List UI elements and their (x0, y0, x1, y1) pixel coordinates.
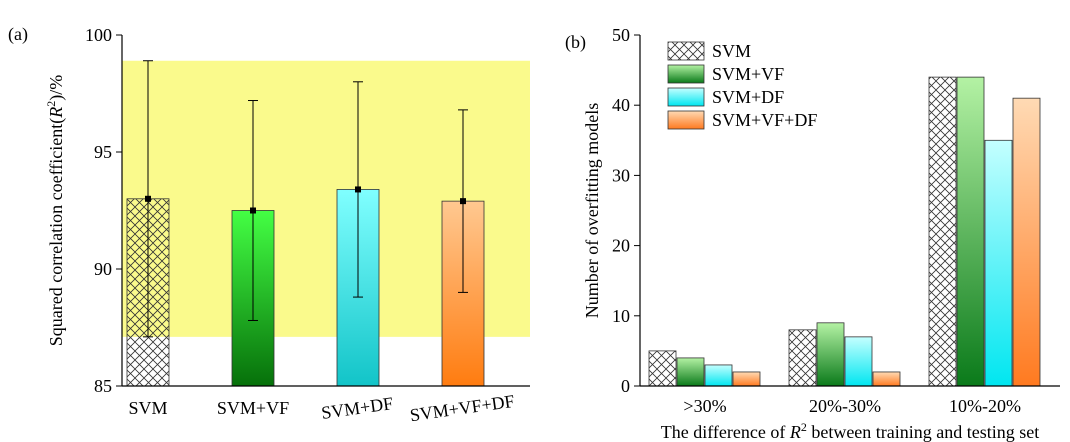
y-tick-label: 10 (612, 306, 630, 326)
y-axis-label-part: Number of overfitting models (582, 103, 602, 318)
y-axis-label-part: Squared correlation coefficient( (46, 118, 67, 347)
legend-label: SVM+DF (712, 87, 784, 107)
bar (648, 350, 677, 387)
legend-swatch (667, 87, 705, 107)
x-axis-label-part: between training and testing set (807, 422, 1039, 442)
x-tick-label: SVM (128, 398, 167, 418)
x-axis-label-part: 2 (801, 420, 807, 434)
bar (732, 371, 761, 387)
y-tick-label: 100 (85, 25, 112, 45)
y-tick-label: 85 (94, 376, 112, 396)
bar (984, 139, 1013, 387)
y-tick-label: 0 (621, 376, 630, 396)
y-axis-label: Number of overfitting models (582, 103, 602, 318)
bar (704, 364, 733, 387)
panel-label: (a) (8, 24, 28, 45)
x-axis-label: The difference of R2 between training an… (661, 420, 1040, 442)
x-tick-label: 10%-20% (949, 396, 1021, 416)
y-axis-label-part: 2 (44, 101, 58, 107)
legend-swatch (667, 110, 705, 130)
x-tick-label: 20%-30% (809, 396, 881, 416)
y-axis-label-part: )/% (46, 75, 67, 101)
x-tick-label: SVM+VF+DF (409, 391, 516, 425)
y-tick-label: 90 (94, 259, 112, 279)
x-axis-label-part: The difference of (661, 422, 790, 442)
mean-marker (145, 195, 151, 202)
x-tick-label: SVM+DF (320, 393, 394, 423)
bar (928, 76, 957, 387)
y-axis-label: Squared correlation coefficient(R2)/% (44, 75, 67, 347)
legend-label: SVM+VF+DF (712, 110, 817, 130)
legend-label: SVM+VF (712, 64, 784, 84)
bar (816, 322, 845, 387)
x-tick-label: >30% (683, 396, 726, 416)
x-axis-label-part: R (789, 422, 801, 442)
x-tick-label: SVM+VF (217, 398, 289, 418)
y-tick-label: 50 (612, 25, 630, 45)
mean-marker (355, 186, 361, 193)
legend-label: SVM (712, 41, 751, 61)
bar (1012, 97, 1041, 387)
mean-marker (460, 198, 466, 205)
bar (956, 76, 985, 387)
y-tick-label: 40 (612, 95, 630, 115)
legend-swatch (667, 41, 705, 61)
y-tick-label: 20 (612, 236, 630, 256)
bar (676, 357, 705, 387)
y-tick-label: 95 (94, 142, 112, 162)
y-tick-label: 30 (612, 165, 630, 185)
panel-label: (b) (565, 32, 586, 53)
mean-marker (250, 207, 256, 214)
bar (872, 371, 901, 387)
legend-swatch (667, 64, 705, 84)
y-axis-label-part: R (46, 107, 66, 119)
bar (788, 329, 817, 387)
bar (844, 336, 873, 387)
